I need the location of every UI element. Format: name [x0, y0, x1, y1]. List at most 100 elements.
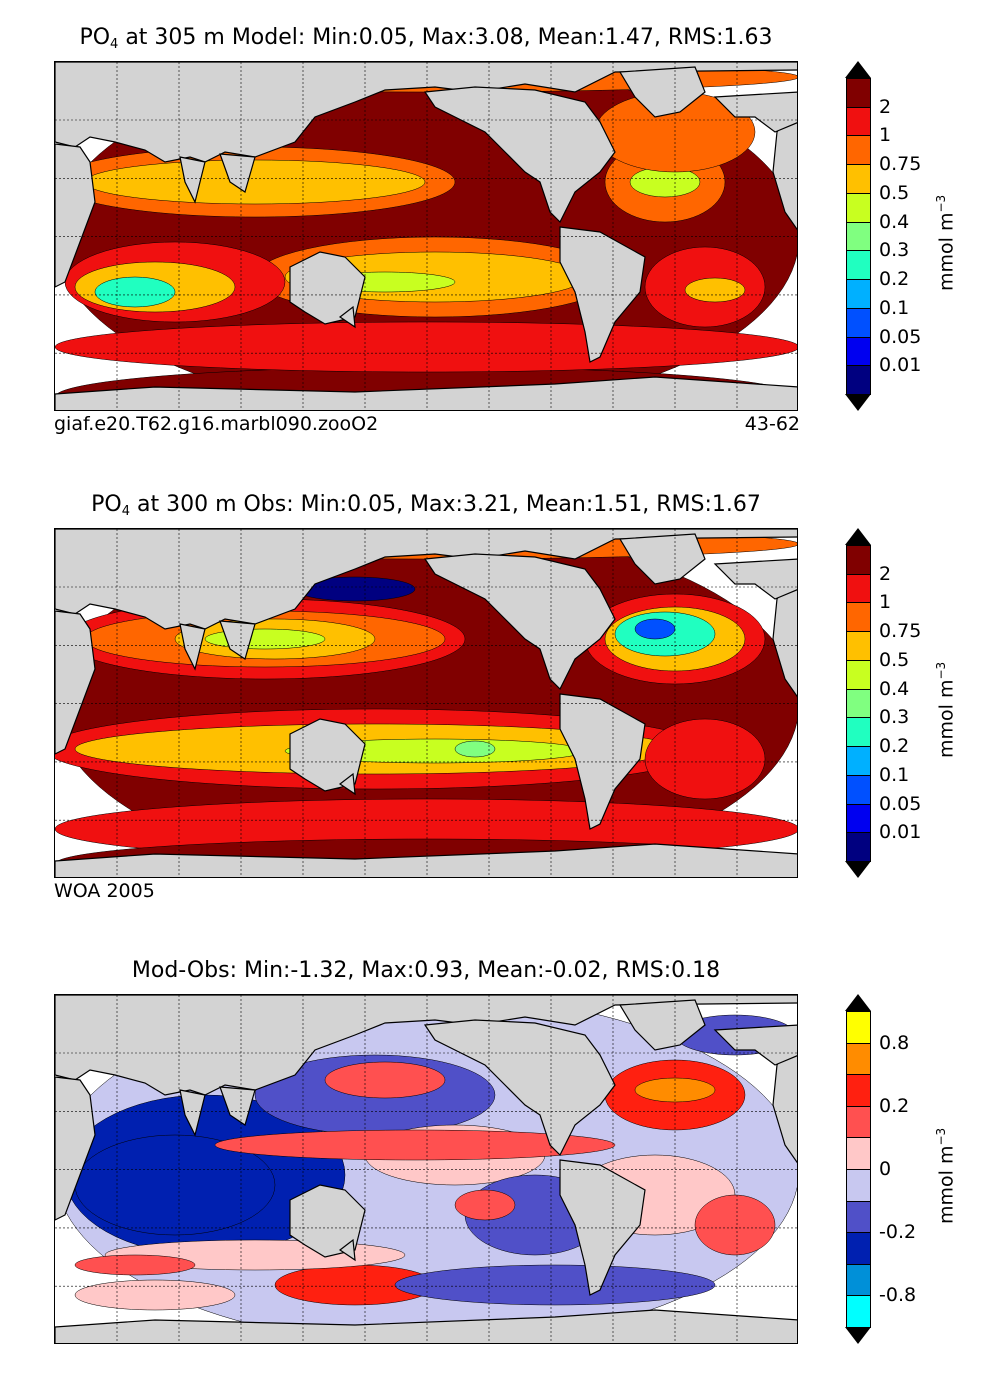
- colorbar-swatch: [846, 135, 871, 166]
- colorbar-extend-max-arrow: [845, 528, 871, 545]
- colorbar-tick-label: 1: [879, 124, 892, 147]
- colorbar-tick-label: 0.5: [879, 181, 910, 204]
- land-greenland: [618, 66, 706, 118]
- colorbar-swatch: [846, 192, 871, 223]
- colorbar-tick-label: 0.4: [879, 677, 910, 700]
- colorbar-swatch: [846, 573, 871, 604]
- contour-region: [684, 277, 746, 303]
- colorbar-tick-label: 1: [879, 591, 892, 614]
- colorbar-tick-label: 0.4: [879, 210, 910, 233]
- colorbar-swatch: [846, 336, 871, 367]
- colorbar-tick-label: 0.01: [879, 354, 922, 377]
- land-africa_w: [55, 1076, 96, 1221]
- colorbar-tick-label: 0.75: [879, 620, 922, 643]
- unit-text: mmol m: [935, 679, 958, 758]
- contour-region: [74, 1254, 196, 1276]
- colorbar-tick-label: 0.05: [879, 325, 922, 348]
- colorbar-unit-label: mmol m−3: [934, 1128, 957, 1224]
- land-greenland: [618, 533, 706, 585]
- colorbar: 2 1 0.75 0.5 0.4 0.3 0.2 0.1 0.05 0.01: [845, 61, 921, 411]
- colorbar-tick-label: 2: [879, 95, 892, 118]
- land-seasia: [219, 153, 256, 193]
- land-africa_w: [55, 143, 96, 288]
- colorbar-swatch: [846, 774, 871, 805]
- colorbar-swatch: [846, 1232, 871, 1265]
- land-india: [179, 1089, 206, 1137]
- land-nz: [338, 305, 356, 329]
- colorbar-swatch: [846, 1011, 871, 1044]
- colorbar-swatch: [846, 717, 871, 748]
- panel-title: Mod-Obs: Min:-1.32, Max:0.93, Mean:-0.02…: [0, 958, 852, 983]
- caption-years: 43-62: [744, 413, 800, 435]
- land-samerica: [559, 693, 646, 830]
- unit-exponent: −3: [934, 1127, 948, 1146]
- colorbar-tick-label: 0.3: [879, 239, 910, 262]
- colorbar-swatch: [846, 106, 871, 137]
- land-seasia: [219, 620, 256, 660]
- land-europe: [713, 91, 797, 133]
- land-antarctica: [55, 1309, 797, 1343]
- land-namerica: [423, 1019, 616, 1157]
- colorbar-swatch: [846, 545, 871, 575]
- colorbar-swatch: [846, 164, 871, 194]
- contour-region: [634, 618, 676, 640]
- colorbar-extend-min-arrow: [845, 394, 871, 411]
- caption-case-name: WOA 2005: [54, 880, 155, 902]
- land-eurasia: [55, 529, 797, 630]
- unit-exponent: −3: [934, 194, 948, 213]
- land-eurasia: [55, 995, 797, 1096]
- unit-text: mmol m: [935, 1145, 958, 1224]
- land-samerica: [559, 226, 646, 363]
- colorbar-tick-label: 0.01: [879, 821, 922, 844]
- contour-region: [94, 276, 176, 308]
- land-antarctica: [55, 376, 797, 410]
- colorbar: 2 1 0.75 0.5 0.4 0.3 0.2 0.1 0.05 0.01: [845, 528, 921, 878]
- title-variable: PO: [91, 492, 122, 517]
- colorbar-swatch: [846, 78, 871, 108]
- map-svg: [55, 62, 797, 410]
- land-australia: [289, 1184, 366, 1258]
- colorbar-swatch: [846, 832, 871, 862]
- land-namerica: [423, 86, 616, 224]
- land-europe: [713, 1024, 797, 1066]
- title-stats: at 305 m Model: Min:0.05, Max:3.08, Mean…: [118, 25, 773, 50]
- map-svg: [55, 995, 797, 1343]
- land-samerica: [559, 1159, 646, 1296]
- contour-region: [644, 718, 766, 800]
- map-panel: [54, 61, 798, 411]
- colorbar-tick-label: 2: [879, 562, 892, 585]
- land-australia: [289, 251, 366, 325]
- colorbar-swatch: [846, 746, 871, 776]
- colorbar-tick-label: 0.1: [879, 296, 910, 319]
- colorbar: 0.8 0.2 0 -0.2 -0.8: [845, 994, 916, 1344]
- colorbar-swatch: [846, 307, 871, 338]
- colorbar-tick-label: 0.75: [879, 153, 922, 176]
- contour-region: [55, 321, 797, 373]
- colorbar-swatch: [846, 1074, 871, 1107]
- contour-region: [84, 159, 426, 205]
- caption-case-name: giaf.e20.T62.g16.marbl090.zooO2: [54, 413, 379, 435]
- colorbar-swatch: [846, 1169, 871, 1202]
- panel-title: PO4 at 305 m Model: Min:0.05, Max:3.08, …: [0, 25, 852, 52]
- contour-region: [454, 1189, 516, 1221]
- colorbar-extend-min-arrow: [845, 861, 871, 878]
- land-seasia: [219, 1086, 256, 1126]
- colorbar-tick-label: 0: [879, 1158, 892, 1180]
- panel-title: PO4 at 300 m Obs: Min:0.05, Max:3.21, Me…: [0, 492, 852, 519]
- colorbar-tick-label: -0.2: [879, 1221, 917, 1244]
- contour-region: [694, 1194, 776, 1256]
- land-nz: [338, 1238, 356, 1262]
- land-eurasia: [55, 62, 797, 163]
- colorbar-tick-label: -0.8: [879, 1284, 917, 1307]
- colorbar-swatch: [846, 1263, 871, 1297]
- colorbar-swatch: [846, 1295, 871, 1328]
- land-namerica: [423, 553, 616, 691]
- contour-region: [74, 1279, 236, 1311]
- colorbar-tick-label: 0.8: [879, 1031, 910, 1054]
- colorbar-swatch: [846, 1042, 871, 1076]
- land-nz: [338, 772, 356, 796]
- colorbar-swatch: [846, 803, 871, 834]
- contour-region: [324, 1061, 446, 1099]
- land-antarctica: [55, 843, 797, 877]
- contour-region: [394, 1264, 716, 1306]
